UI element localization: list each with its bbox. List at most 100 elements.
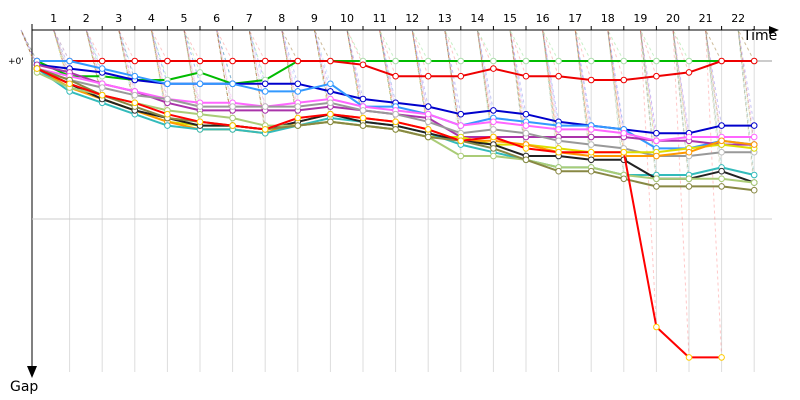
pit-connector bbox=[607, 29, 625, 138]
pit-connector bbox=[509, 29, 527, 149]
data-point bbox=[196, 57, 204, 65]
x-tick-label: 22 bbox=[731, 12, 745, 25]
data-point bbox=[131, 57, 139, 65]
pit-connector bbox=[705, 29, 723, 187]
x-tick-label: 2 bbox=[83, 12, 90, 25]
pit-connector bbox=[281, 29, 299, 107]
x-tick-label: 4 bbox=[148, 12, 155, 25]
pit-connector bbox=[639, 29, 657, 141]
data-point bbox=[490, 118, 497, 126]
pit-connector bbox=[183, 29, 201, 130]
pit-connector bbox=[542, 29, 560, 153]
y-axis-title: Gap bbox=[10, 379, 38, 395]
pit-connector bbox=[281, 29, 299, 126]
data-point bbox=[294, 88, 302, 95]
data-point bbox=[587, 133, 595, 141]
x-tick-label: 17 bbox=[568, 12, 582, 25]
data-point bbox=[98, 65, 106, 72]
data-point bbox=[718, 183, 725, 190]
pit-connector bbox=[542, 29, 560, 130]
data-point bbox=[359, 61, 367, 69]
data-point bbox=[587, 156, 595, 164]
pit-connector bbox=[346, 29, 364, 107]
x-tick-label: 7 bbox=[246, 12, 253, 25]
pit-connector bbox=[183, 29, 201, 126]
data-point bbox=[424, 72, 432, 80]
pit-connector bbox=[574, 29, 592, 168]
pit-connector bbox=[281, 29, 299, 126]
pit-connector bbox=[672, 29, 690, 141]
pit-connector bbox=[379, 29, 397, 115]
data-point bbox=[653, 323, 660, 331]
x-tick-label: 5 bbox=[181, 12, 188, 25]
pit-connector bbox=[346, 29, 364, 107]
pit-connector bbox=[411, 29, 429, 107]
data-point bbox=[685, 354, 693, 361]
pit-connector bbox=[737, 29, 755, 183]
data-point bbox=[229, 80, 236, 88]
data-point bbox=[555, 72, 562, 80]
data-point bbox=[750, 122, 758, 129]
pit-connector bbox=[672, 29, 690, 187]
pit-connector bbox=[53, 29, 71, 88]
pit-connector bbox=[639, 29, 657, 187]
pit-connector bbox=[574, 29, 592, 138]
data-point bbox=[261, 80, 269, 88]
pit-connector bbox=[509, 29, 527, 160]
data-point bbox=[164, 122, 171, 129]
pit-connector bbox=[85, 29, 103, 73]
data-point bbox=[196, 80, 204, 88]
pit-connector bbox=[574, 29, 592, 160]
pit-connector bbox=[509, 29, 527, 77]
pit-connector bbox=[313, 29, 331, 107]
data-point bbox=[522, 72, 530, 80]
x-tick-label: 8 bbox=[278, 12, 285, 25]
pit-connector bbox=[20, 29, 38, 66]
pit-connector bbox=[737, 29, 755, 149]
pit-connector bbox=[150, 29, 168, 81]
data-point bbox=[327, 88, 334, 95]
x-tick-label: 15 bbox=[503, 12, 517, 25]
pit-connector bbox=[379, 29, 397, 126]
data-point bbox=[424, 103, 432, 110]
pit-connector bbox=[411, 29, 429, 119]
pit-connector bbox=[379, 29, 397, 111]
data-point bbox=[555, 137, 562, 145]
pit-connector bbox=[444, 29, 462, 115]
data-point bbox=[620, 76, 628, 84]
data-point bbox=[555, 148, 562, 156]
pit-connector bbox=[183, 29, 201, 103]
pit-connector bbox=[216, 29, 234, 103]
data-point bbox=[522, 57, 530, 65]
data-point bbox=[522, 129, 530, 137]
pit-connector bbox=[85, 29, 103, 96]
pit-connector bbox=[444, 29, 462, 141]
pit-connector bbox=[183, 29, 201, 111]
pit-connector bbox=[379, 29, 397, 107]
data-point bbox=[261, 57, 269, 65]
pit-connector bbox=[705, 29, 723, 141]
x-tick-label: 16 bbox=[536, 12, 550, 25]
pit-connector bbox=[476, 29, 494, 145]
data-point bbox=[587, 76, 595, 84]
pit-connector bbox=[346, 29, 364, 126]
data-point bbox=[653, 137, 660, 145]
data-point bbox=[555, 167, 562, 175]
data-point bbox=[490, 152, 497, 160]
pit-connector bbox=[542, 29, 560, 168]
data-point bbox=[196, 103, 204, 110]
data-point bbox=[587, 126, 595, 133]
pit-connector bbox=[509, 29, 527, 126]
data-point bbox=[424, 110, 432, 118]
pit-connector bbox=[444, 29, 462, 141]
pit-connector bbox=[444, 29, 462, 141]
data-point bbox=[750, 133, 758, 141]
data-point bbox=[587, 57, 595, 65]
series-line bbox=[36, 67, 722, 359]
pit-connector bbox=[639, 29, 657, 328]
data-point bbox=[327, 57, 334, 65]
x-tick-label: 10 bbox=[340, 12, 354, 25]
pit-connector bbox=[705, 29, 723, 126]
data-point bbox=[327, 80, 334, 88]
data-point bbox=[750, 57, 758, 65]
